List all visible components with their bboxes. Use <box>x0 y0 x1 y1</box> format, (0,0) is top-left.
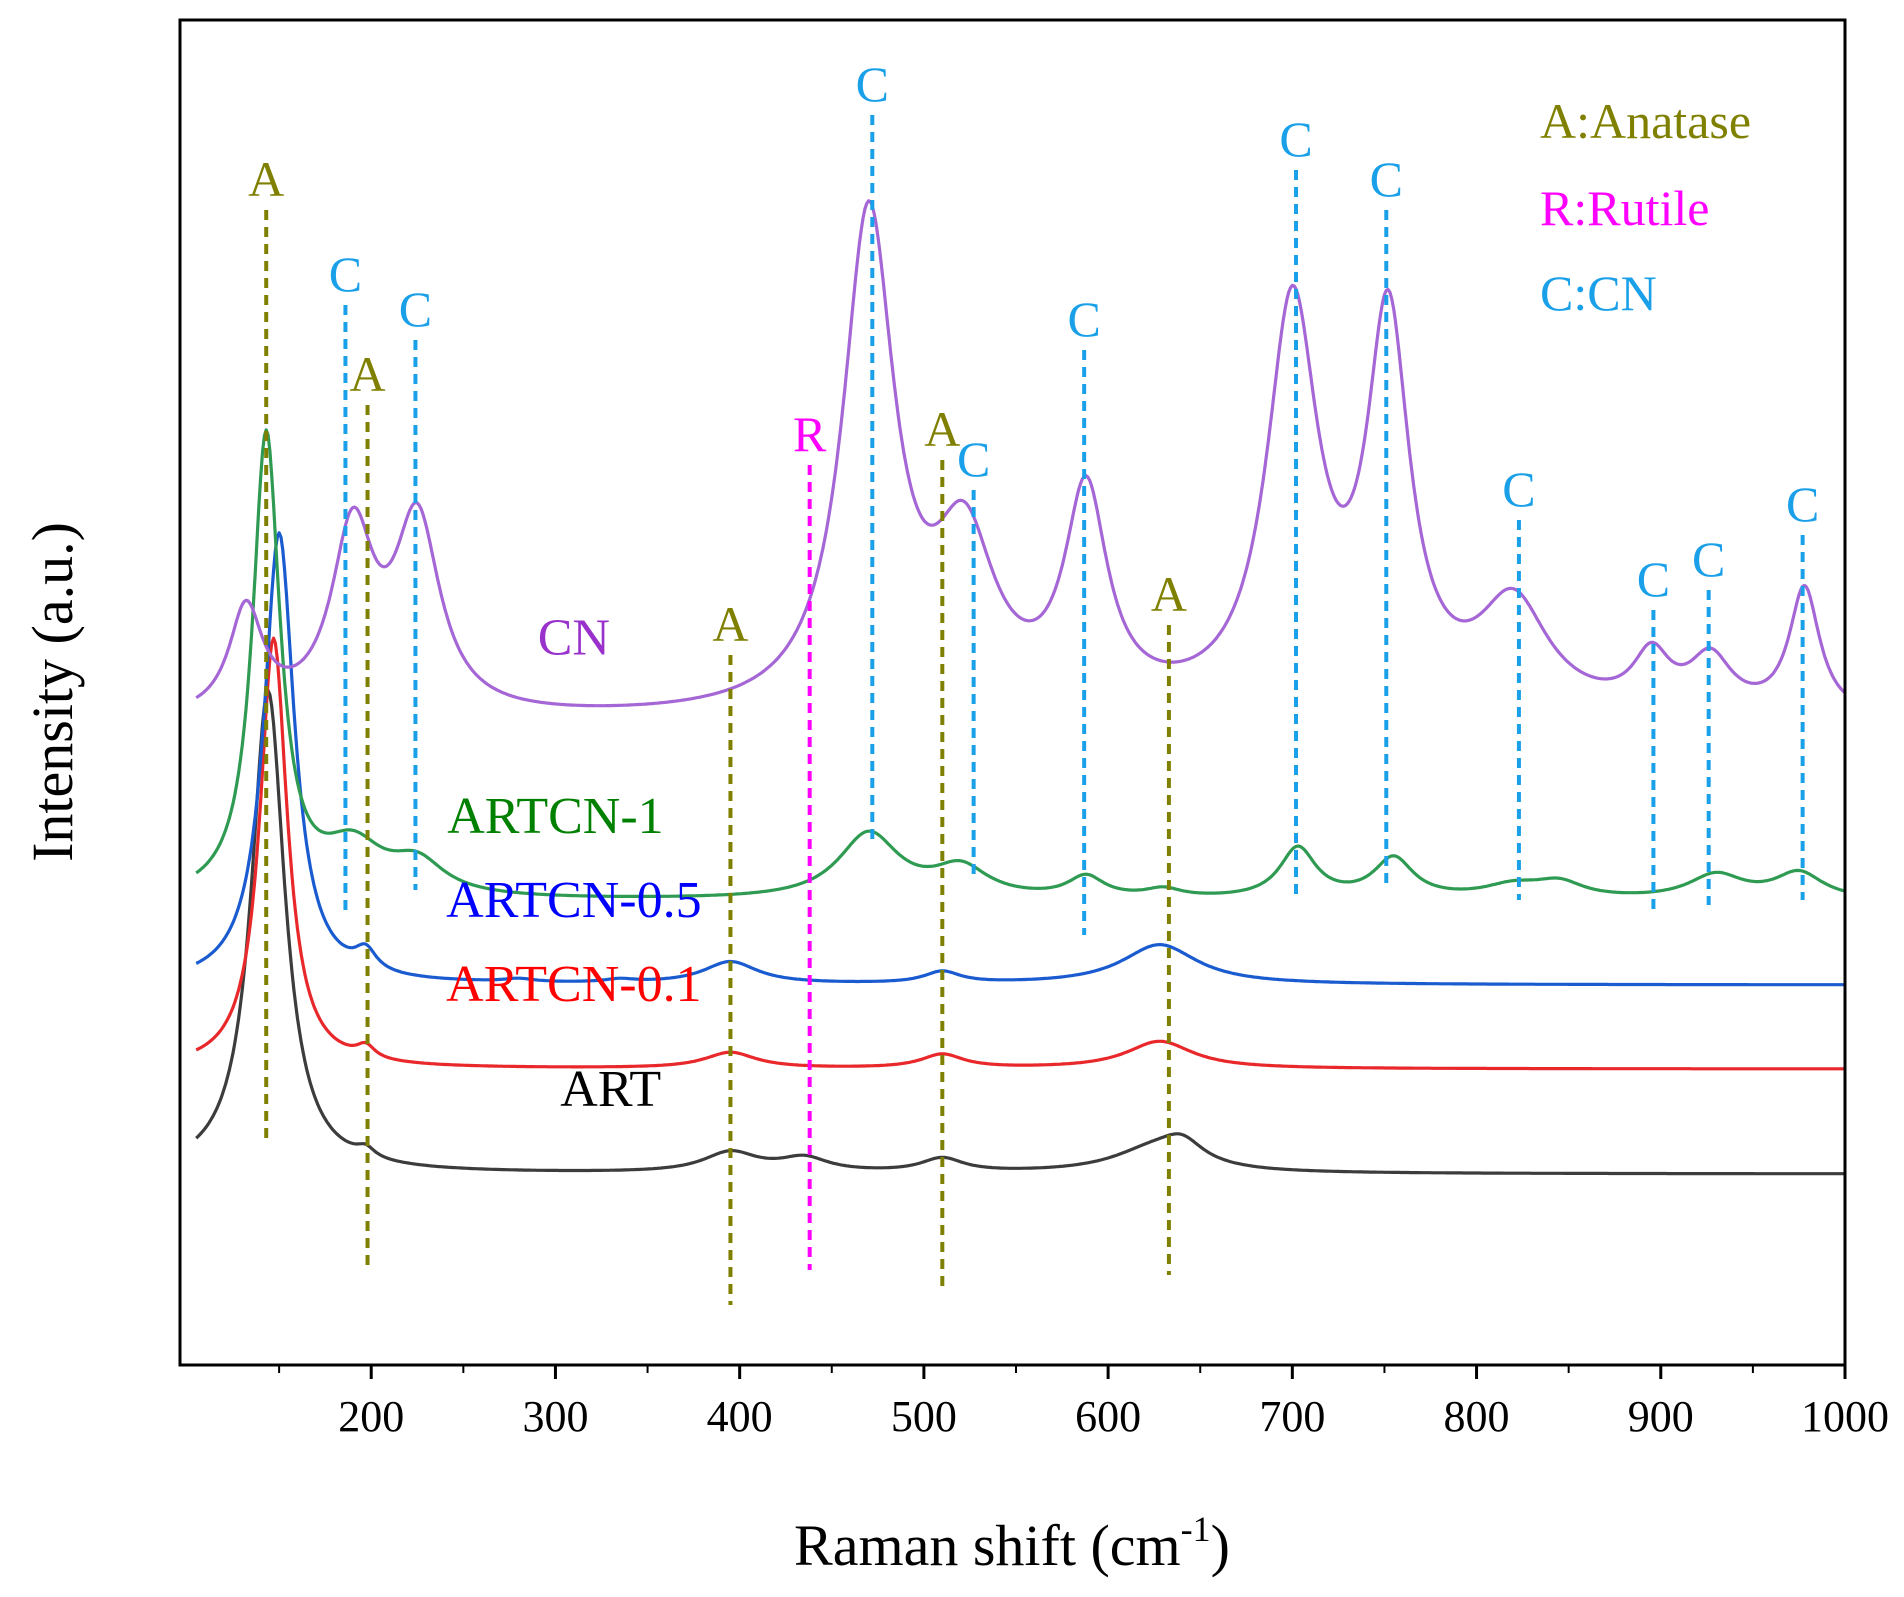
legend: A:Anatase R:Rutile C:CN <box>1540 93 1751 321</box>
peak-marker-letter-c-823: C <box>1502 461 1535 517</box>
series-label-cn: CN <box>538 609 610 666</box>
x-tick-label: 200 <box>338 1392 404 1441</box>
peak-marker-letter-a-198: A <box>349 346 385 402</box>
peak-marker-letter-c-472: C <box>856 56 889 112</box>
x-tick-label: 700 <box>1259 1392 1325 1441</box>
peak-marker-letter-c-896: C <box>1637 551 1670 607</box>
peak-marker-letter-c-702: C <box>1279 111 1312 167</box>
x-axis-label-main: Raman shift (cm <box>794 1513 1181 1578</box>
series-label-artcn-0-5: ARTCN-0.5 <box>446 872 701 929</box>
peak-marker-letter-a-633: A <box>1151 566 1187 622</box>
peak-marker-letter-c-751: C <box>1370 151 1403 207</box>
x-tick-label: 600 <box>1075 1392 1141 1441</box>
peak-marker-letter-r-438: R <box>793 406 827 462</box>
series-line-artcn-0-5 <box>195 531 1845 987</box>
legend-entry-anatase: A:Anatase <box>1540 93 1751 149</box>
peak-marker-letter-c-977: C <box>1786 476 1819 532</box>
plot-frame <box>178 18 1847 1367</box>
axes: Intensity (a.u.) Raman shift (cm-1) 200 3… <box>20 18 1889 1578</box>
legend-entry-rutile: R:Rutile <box>1540 180 1709 236</box>
legend-entry-cn: C:CN <box>1540 265 1657 321</box>
peak-marker-letter-a-395: A <box>712 596 748 652</box>
peak-marker-letter-c-224: C <box>399 281 432 337</box>
series-line-cn <box>195 199 1847 708</box>
x-tick-label: 500 <box>891 1392 957 1441</box>
x-tick-label: 300 <box>522 1392 588 1441</box>
x-axis-label-superscript: -1 <box>1181 1509 1211 1549</box>
series-line-art <box>195 689 1845 1176</box>
plot-area: ARTARTCN-0.1ARTCN-0.5ARTCN-1CNAAAAARCCCC… <box>195 56 1847 1305</box>
series-label-artcn-0-1: ARTCN-0.1 <box>446 956 701 1013</box>
series-line-artcn-0-1 <box>195 636 1845 1071</box>
peak-marker-letter-c-186: C <box>329 246 362 302</box>
peak-marker-letter-a-143: A <box>248 151 284 207</box>
x-tick-label: 400 <box>707 1392 773 1441</box>
peak-marker-letter-a-510: A <box>924 401 960 457</box>
x-axis-label-close: ) <box>1211 1513 1230 1578</box>
series-line-artcn-1 <box>195 428 1846 898</box>
peak-marker-letter-c-587: C <box>1067 291 1100 347</box>
series-label-artcn-1: ARTCN-1 <box>447 788 663 845</box>
peak-marker-letter-c-926: C <box>1692 531 1725 587</box>
y-axis-label: Intensity (a.u.) <box>20 522 85 862</box>
x-tick-label: 800 <box>1444 1392 1510 1441</box>
x-tick-label: 1000 <box>1801 1392 1889 1441</box>
x-axis-label: Raman shift (cm-1) <box>794 1509 1230 1578</box>
x-tick-label: 900 <box>1628 1392 1694 1441</box>
series-label-art: ART <box>560 1061 661 1118</box>
peak-marker-letter-c-527: C <box>957 431 990 487</box>
